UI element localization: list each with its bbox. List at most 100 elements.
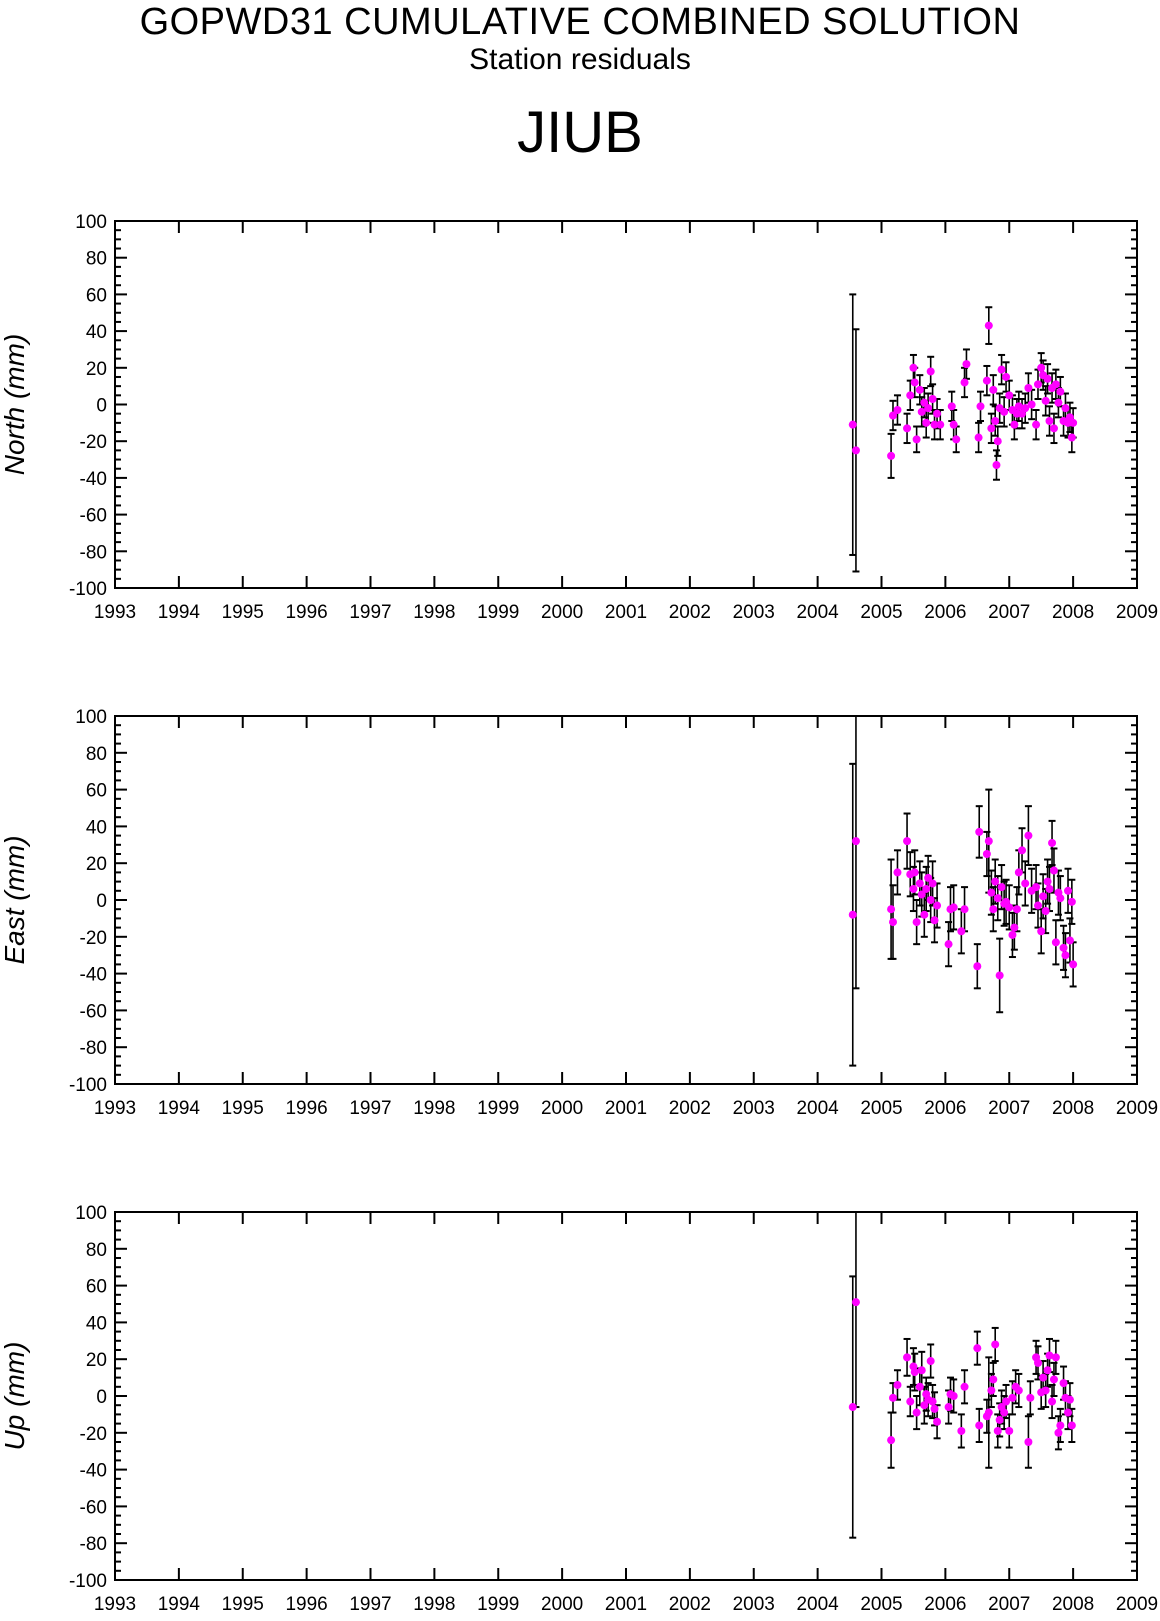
y-tick-label: 80 <box>86 1240 107 1261</box>
data-series <box>848 1212 1076 1539</box>
data-point <box>1039 892 1048 901</box>
data-point <box>887 1436 896 1445</box>
y-axis-label: North (mm) <box>0 334 30 476</box>
data-point <box>1033 1358 1042 1367</box>
x-tick-label: 2001 <box>605 1594 647 1615</box>
y-tick-label: -60 <box>80 1497 107 1518</box>
data-point <box>1037 363 1046 372</box>
data-point <box>912 435 921 444</box>
x-tick-label: 2000 <box>541 602 583 623</box>
y-tick-label: 60 <box>86 285 107 306</box>
x-tick-label: 2002 <box>669 1594 711 1615</box>
data-point <box>993 1426 1002 1435</box>
y-tick-label: 100 <box>75 707 107 728</box>
data-point <box>1049 1375 1058 1384</box>
x-tick-label: 2005 <box>860 1594 902 1615</box>
page-title: GOPWD31 CUMULATIVE COMBINED SOLUTION <box>139 1 1021 43</box>
y-tick-label: 0 <box>96 1387 107 1408</box>
data-point <box>1032 883 1041 892</box>
data-point <box>960 1382 969 1391</box>
data-point <box>936 420 945 429</box>
page-subtitle: Station residuals <box>469 43 691 76</box>
data-point <box>1045 417 1054 426</box>
x-tick-label: 2005 <box>860 1098 902 1119</box>
data-point <box>1067 897 1076 906</box>
y-tick-label: 0 <box>96 891 107 912</box>
data-point <box>906 1397 915 1406</box>
data-point <box>1041 1386 1050 1395</box>
data-point <box>1054 398 1063 407</box>
y-tick-label: -80 <box>80 1038 107 1059</box>
data-point <box>1051 1353 1060 1362</box>
data-point <box>909 884 918 893</box>
y-tick-label: 20 <box>86 854 107 875</box>
y-tick-label: 80 <box>86 249 107 270</box>
x-tick-label: 2009 <box>1116 1594 1158 1615</box>
data-point <box>1051 380 1060 389</box>
data-point <box>1059 1379 1068 1388</box>
data-point <box>982 376 991 385</box>
data-point <box>960 378 969 387</box>
data-point <box>1048 1397 1057 1406</box>
x-tick-label: 1993 <box>94 1594 136 1615</box>
data-point <box>903 424 912 433</box>
x-tick-label: 1994 <box>158 1098 201 1119</box>
x-tick-label: 1995 <box>222 1098 264 1119</box>
y-tick-label: -20 <box>80 1424 107 1445</box>
data-point <box>1000 1408 1009 1417</box>
data-point <box>1000 407 1009 416</box>
data-point <box>1065 936 1074 945</box>
data-point <box>917 407 926 416</box>
y-tick-label: -100 <box>69 1075 107 1096</box>
x-tick-label: 1993 <box>94 602 136 623</box>
x-tick-label: 1996 <box>285 1098 327 1119</box>
data-point <box>976 402 985 411</box>
x-tick-label: 2007 <box>988 1594 1030 1615</box>
data-point <box>1065 1395 1074 1404</box>
data-point <box>922 418 931 427</box>
y-tick-label: -60 <box>80 1001 107 1022</box>
data-point <box>888 411 897 420</box>
data-point <box>984 1408 993 1417</box>
x-tick-label: 2003 <box>733 602 775 623</box>
data-point <box>992 461 1001 470</box>
x-tick-label: 1998 <box>413 1098 455 1119</box>
data-series <box>848 293 1078 573</box>
data-point <box>928 394 937 403</box>
data-point <box>1048 838 1057 847</box>
x-tick-label: 2008 <box>1052 1098 1094 1119</box>
data-point <box>1008 930 1017 939</box>
data-point <box>1064 886 1073 895</box>
data-point <box>1026 1393 1035 1402</box>
data-point <box>928 1397 937 1406</box>
data-point <box>957 927 966 936</box>
data-point <box>1054 1428 1063 1437</box>
y-tick-label: 80 <box>86 744 107 765</box>
data-point <box>917 1366 926 1375</box>
data-point <box>1056 1421 1065 1430</box>
data-point <box>962 360 971 369</box>
data-point <box>1039 1373 1048 1382</box>
data-point <box>949 1392 958 1400</box>
data-point <box>1005 391 1014 400</box>
data-point <box>915 385 924 394</box>
data-point <box>912 1408 921 1417</box>
data-point <box>982 850 991 858</box>
x-tick-label: 2003 <box>733 1594 775 1615</box>
x-tick-label: 2002 <box>669 1098 711 1119</box>
data-point <box>1032 420 1041 429</box>
data-point <box>893 406 902 415</box>
y-tick-label: -20 <box>80 432 107 453</box>
data-point <box>989 905 998 914</box>
data-point <box>1012 905 1021 914</box>
data-point <box>1010 420 1019 429</box>
y-tick-label: 20 <box>86 1350 107 1371</box>
data-point <box>922 884 931 893</box>
data-point <box>1037 927 1046 936</box>
data-point <box>924 404 933 413</box>
data-point <box>1014 402 1023 411</box>
data-point <box>851 1298 860 1307</box>
y-tick-label: -40 <box>80 1461 107 1482</box>
data-point <box>1067 433 1076 442</box>
data-point <box>893 868 902 877</box>
